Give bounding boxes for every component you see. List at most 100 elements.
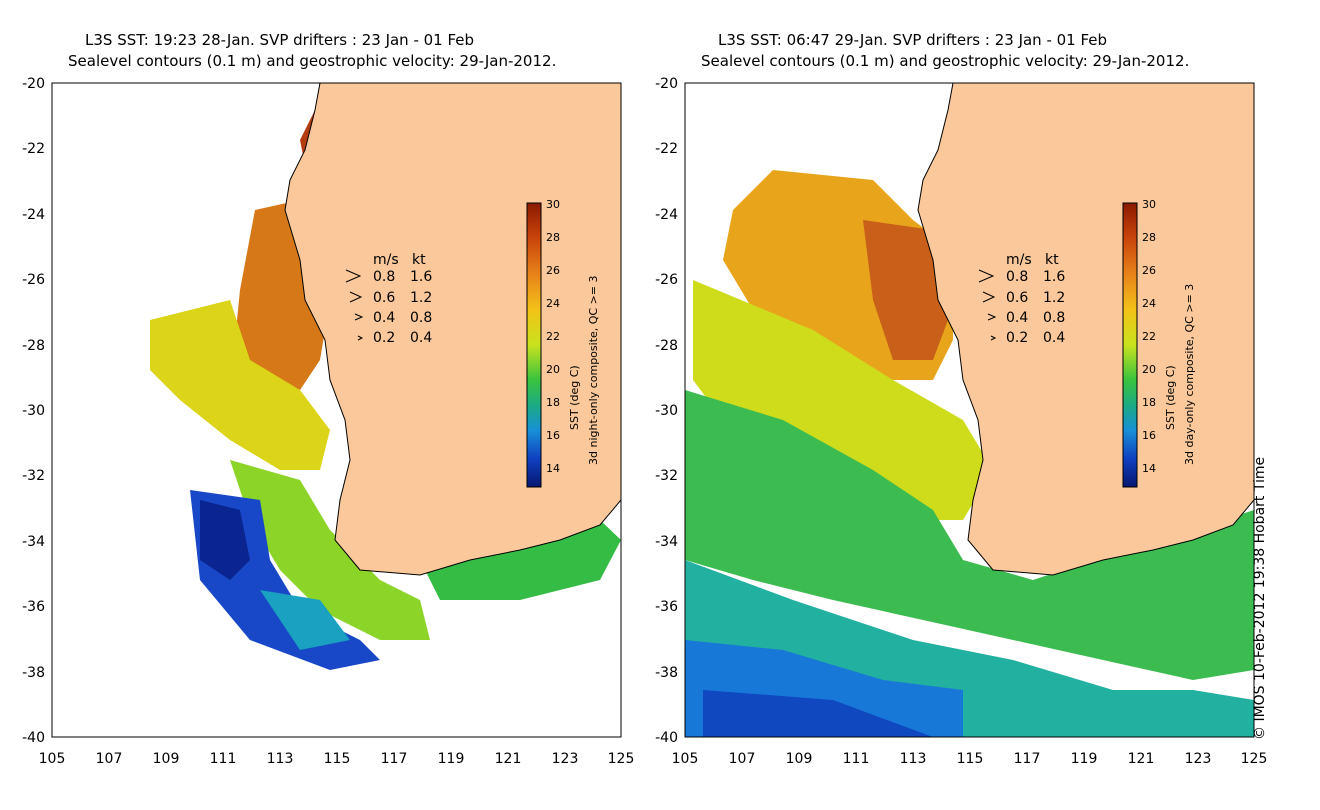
x-tick: 107	[96, 751, 123, 767]
australia-land	[284, 83, 621, 576]
colorbar: 30 28 26 24 22 20 18 16 14 SST (deg C) 3…	[526, 198, 600, 488]
legend-ms: 0.6	[1006, 290, 1028, 306]
panel-title-line1: L3S SST: 19:23 28-Jan. SVP drifters : 23…	[85, 31, 475, 49]
x-tick: 121	[1128, 751, 1155, 767]
arrow-icon	[990, 335, 997, 341]
sst-patch-green2	[420, 520, 621, 600]
legend-ms: 0.4	[1006, 310, 1028, 326]
panel-title-line2: Sealevel contours (0.1 m) and geostrophi…	[701, 52, 1190, 70]
y-tick: -30	[655, 403, 678, 419]
legend-kt: 1.2	[410, 290, 432, 306]
colorbar-tick: 26	[546, 264, 560, 277]
x-tick: 107	[729, 751, 756, 767]
y-tick: -22	[655, 141, 678, 157]
legend-kt: 0.4	[1043, 330, 1065, 346]
y-tick: -28	[22, 338, 45, 354]
x-tick: 113	[267, 751, 294, 767]
sst-patch-darkblue	[703, 690, 933, 737]
y-tick: -38	[655, 665, 678, 681]
legend-kt: 1.2	[1043, 290, 1065, 306]
legend-kt: 0.8	[1043, 310, 1065, 326]
legend-ms: 0.2	[373, 330, 395, 346]
y-tick: -20	[22, 76, 45, 92]
colorbar-tick: 28	[546, 231, 560, 244]
y-tick: -20	[655, 76, 678, 92]
arrow-icon	[982, 291, 996, 303]
arrow-icon	[978, 269, 995, 283]
x-tick: 111	[843, 751, 870, 767]
legend-header-ms: m/s	[373, 252, 399, 268]
colorbar-tick: 22	[546, 330, 560, 343]
x-tick: 109	[153, 751, 180, 767]
sst-patch-green	[230, 460, 430, 640]
x-tick: 111	[210, 751, 237, 767]
colorbar-sublabel: 3d night-only composite, QC >= 3	[587, 275, 600, 465]
legend-kt: 0.8	[410, 310, 432, 326]
velocity-legend: m/s kt 0.8 1.6 0.6 1.2 0.4 0.8 0.2 0.4	[978, 252, 1065, 346]
arrow-icon	[354, 313, 364, 321]
x-tick: 117	[1014, 751, 1041, 767]
sst-patch-yellow	[693, 280, 993, 520]
colorbar-tick: 24	[546, 297, 560, 310]
copyright-text: © IMOS 10-Feb-2012 19:38 Hobart Time	[1252, 456, 1268, 740]
arrow-icon	[987, 313, 997, 321]
arrow-icon	[345, 269, 362, 283]
legend-header-ms: m/s	[1006, 252, 1032, 268]
arrow-icon	[357, 335, 364, 341]
colorbar: 30 28 26 24 22 20 18 16 14 SST (deg C) 3…	[1122, 198, 1196, 488]
panel-title-line2: Sealevel contours (0.1 m) and geostrophi…	[68, 52, 557, 70]
colorbar-tick: 18	[546, 396, 560, 409]
y-tick: -40	[22, 730, 45, 746]
y-tick: -32	[22, 468, 45, 484]
x-tick: 123	[1185, 751, 1212, 767]
legend-ms: 0.8	[1006, 269, 1028, 285]
x-tick: 125	[608, 751, 635, 767]
colorbar-tick: 22	[1142, 330, 1156, 343]
x-tick: 125	[1241, 751, 1268, 767]
colorbar-tick: 24	[1142, 297, 1156, 310]
colorbar-tick: 20	[546, 363, 560, 376]
x-tick: 121	[495, 751, 522, 767]
legend-header-kt: kt	[412, 252, 426, 268]
x-tick: 105	[672, 751, 699, 767]
y-tick: -24	[655, 207, 678, 223]
y-tick: -34	[655, 534, 678, 550]
x-tick: 105	[39, 751, 66, 767]
colorbar-tick: 28	[1142, 231, 1156, 244]
velocity-legend: m/s kt 0.8 1.6 0.6 1.2 0.4 0.8 0.2 0.4	[345, 252, 432, 346]
y-tick: -30	[22, 403, 45, 419]
y-tick: -24	[22, 207, 45, 223]
colorbar-tick: 26	[1142, 264, 1156, 277]
x-tick: 123	[552, 751, 579, 767]
x-tick: 115	[957, 751, 984, 767]
y-axis: -20 -22 -24 -26 -28 -30 -32 -34 -36 -38 …	[22, 76, 45, 746]
colorbar-tick: 20	[1142, 363, 1156, 376]
legend-kt: 1.6	[410, 269, 432, 285]
legend-ms: 0.6	[373, 290, 395, 306]
y-axis: -20 -22 -24 -26 -28 -30 -32 -34 -36 -38 …	[655, 76, 678, 746]
legend-kt: 1.6	[1043, 269, 1065, 285]
sst-patch-green	[685, 390, 1254, 680]
y-tick: -26	[22, 272, 45, 288]
x-tick: 117	[381, 751, 408, 767]
y-tick: -28	[655, 338, 678, 354]
legend-ms: 0.8	[373, 269, 395, 285]
sst-map: 105 107 109 111 113 115 117 119 121 123 …	[655, 76, 1268, 767]
right-map-panel: L3S SST: 06:47 29-Jan. SVP drifters : 23…	[633, 0, 1283, 810]
y-tick: -40	[655, 730, 678, 746]
x-axis: 105 107 109 111 113 115 117 119 121 123 …	[39, 751, 635, 767]
x-tick: 113	[900, 751, 927, 767]
legend-ms: 0.2	[1006, 330, 1028, 346]
y-tick: -36	[655, 599, 678, 615]
colorbar-tick: 18	[1142, 396, 1156, 409]
australia-land	[917, 83, 1254, 576]
legend-ms: 0.4	[373, 310, 395, 326]
x-tick: 115	[324, 751, 351, 767]
left-map-panel: L3S SST: 19:23 28-Jan. SVP drifters : 23…	[0, 0, 650, 810]
sst-patch-darkblue	[200, 500, 250, 580]
x-tick: 119	[438, 751, 465, 767]
y-tick: -26	[655, 272, 678, 288]
y-tick: -36	[22, 599, 45, 615]
colorbar-tick: 16	[1142, 429, 1156, 442]
x-tick: 109	[786, 751, 813, 767]
